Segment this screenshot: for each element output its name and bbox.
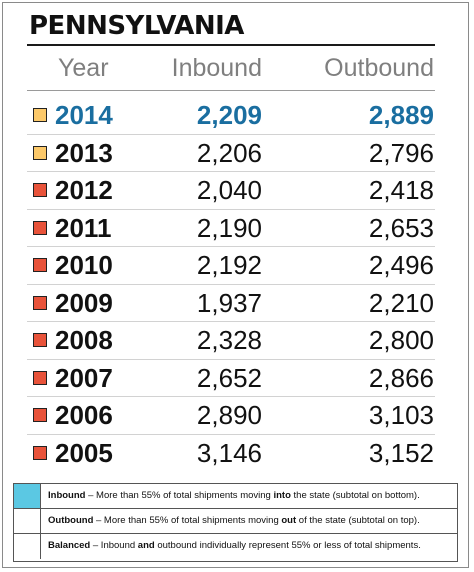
balanced-swatch	[33, 183, 47, 197]
balanced-swatch	[33, 445, 47, 460]
row-year: 2014	[55, 100, 113, 130]
row-divider	[27, 396, 435, 397]
row-year: 2007	[55, 362, 113, 393]
row-inbound: 2,209	[196, 100, 262, 130]
balanced-swatch	[33, 370, 47, 385]
header-divider	[27, 90, 435, 91]
row-divider	[27, 321, 435, 322]
table-row: 2012 2,040 2,418	[0, 172, 474, 209]
page-title: PENNSYLVANIA	[29, 11, 244, 41]
row-inbound: 2,652	[196, 362, 262, 393]
legend-text-outbound: Outbound – More than 55% of total shipme…	[48, 515, 420, 526]
table-row: 2009 1,937 2,210	[0, 285, 474, 322]
row-outbound: 2,496	[368, 250, 434, 280]
legend-item-inbound: Inbound – More than 55% of total shipmen…	[14, 484, 457, 509]
outbound-swatch	[33, 145, 47, 160]
legend-item-outbound: Outbound – More than 55% of total shipme…	[14, 509, 457, 534]
row-year: 2010	[55, 250, 113, 280]
row-divider	[27, 208, 435, 210]
row-inbound: 2,192	[196, 250, 262, 280]
row-outbound: 2,800	[368, 325, 434, 355]
legend-item-balanced: Balanced – Inbound and outbound individu…	[14, 534, 457, 559]
row-divider	[27, 433, 435, 435]
row-inbound: 2,190	[196, 212, 262, 243]
row-inbound: 2,040	[196, 175, 262, 205]
table-row: 2013 2,206 2,796	[0, 135, 474, 172]
legend-text-balanced: Balanced – Inbound and outbound individu…	[48, 540, 421, 551]
balanced-swatch	[14, 534, 41, 559]
table-row: 2014 2,209 2,889	[0, 97, 474, 134]
row-year: 2008	[55, 325, 113, 355]
title-divider	[27, 44, 435, 46]
row-inbound: 2,890	[196, 400, 262, 430]
row-year: 2009	[55, 287, 113, 318]
row-outbound: 2,653	[368, 212, 434, 243]
row-year: 2005	[55, 437, 113, 468]
row-outbound: 2,866	[368, 362, 434, 393]
row-outbound: 3,152	[368, 437, 434, 468]
table-row: 2010 2,192 2,496	[0, 247, 474, 284]
inbound-swatch	[14, 484, 41, 508]
table-row: 2005 3,146 3,152	[0, 435, 474, 472]
row-year: 2006	[55, 400, 113, 430]
row-outbound: 2,210	[368, 287, 434, 318]
legend-text-inbound: Inbound – More than 55% of total shipmen…	[48, 490, 420, 501]
column-header-year: Year	[58, 54, 109, 82]
outbound-swatch	[14, 509, 41, 533]
row-inbound: 1,937	[196, 287, 262, 318]
column-header-inbound: Inbound	[171, 54, 262, 82]
row-year: 2013	[55, 137, 113, 168]
balanced-swatch	[33, 408, 47, 422]
row-year: 2011	[55, 212, 112, 243]
row-divider	[27, 246, 435, 247]
table-row: 2007 2,652 2,866	[0, 360, 474, 397]
row-inbound: 2,328	[196, 325, 262, 355]
legend: Inbound – More than 55% of total shipmen…	[13, 483, 458, 562]
row-outbound: 3,103	[368, 400, 434, 430]
balanced-swatch	[33, 295, 47, 310]
outbound-swatch	[33, 108, 47, 122]
row-divider	[27, 133, 435, 135]
row-divider	[27, 283, 435, 285]
row-outbound: 2,796	[368, 137, 434, 168]
table-frame	[2, 2, 469, 568]
balanced-swatch	[33, 220, 47, 235]
table-row: 2008 2,328 2,800	[0, 322, 474, 359]
row-year: 2012	[55, 175, 113, 205]
row-divider	[27, 358, 435, 360]
table-row: 2006 2,890 3,103	[0, 397, 474, 434]
table-row: 2011 2,190 2,653	[0, 210, 474, 247]
row-inbound: 3,146	[196, 437, 262, 468]
balanced-swatch	[33, 258, 47, 272]
row-outbound: 2,418	[368, 175, 434, 205]
balanced-swatch	[33, 333, 47, 347]
row-outbound: 2,889	[368, 100, 434, 130]
row-divider	[27, 171, 435, 172]
column-header-outbound: Outbound	[324, 54, 434, 82]
row-inbound: 2,206	[196, 137, 262, 168]
